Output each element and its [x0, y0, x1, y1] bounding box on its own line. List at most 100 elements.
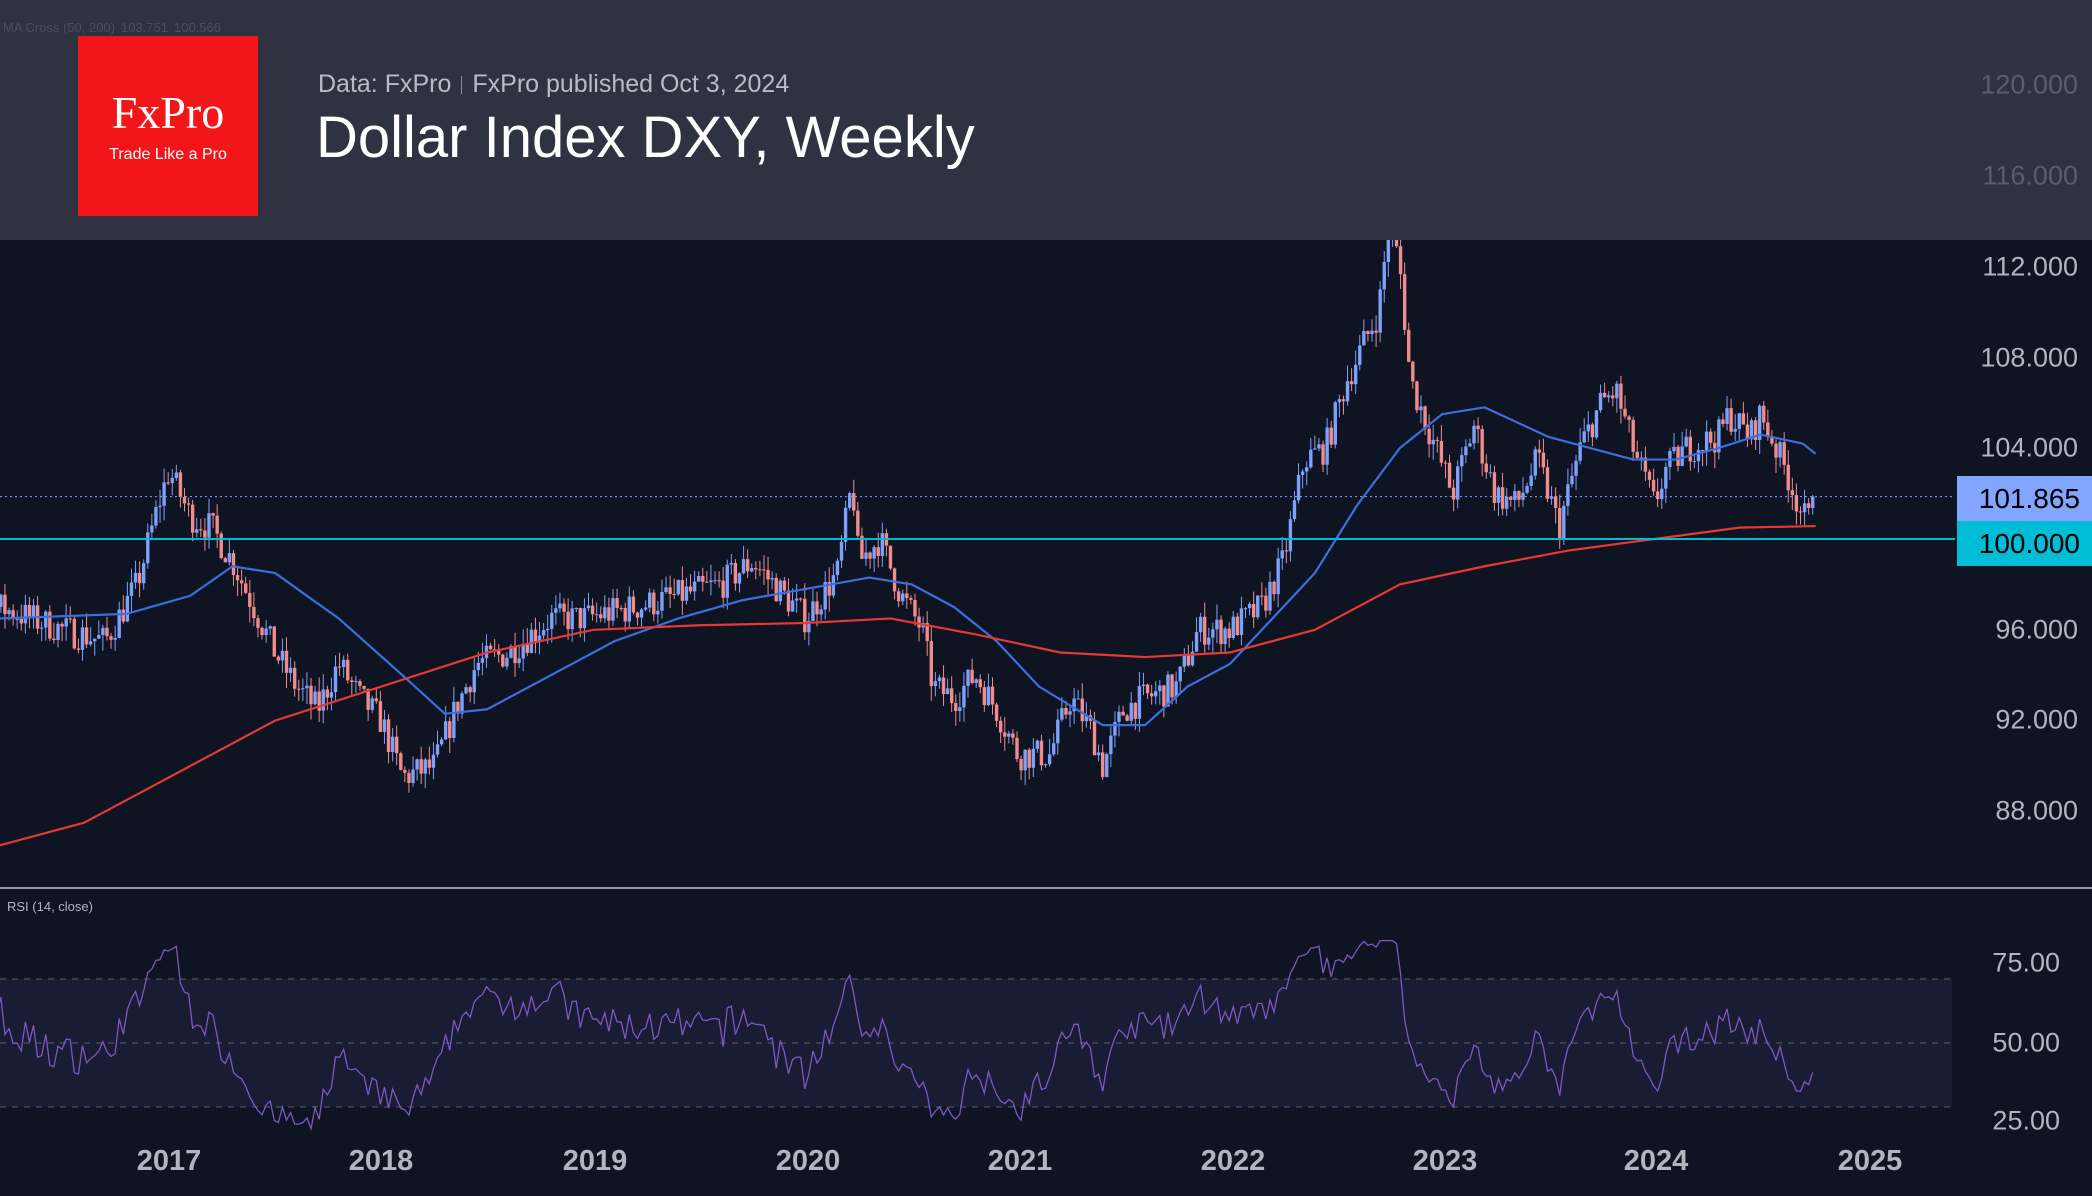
candle-body — [321, 689, 325, 711]
candle-body — [154, 506, 158, 526]
candle-body — [7, 610, 11, 615]
candle-body — [1158, 685, 1162, 692]
candle-body — [1725, 408, 1729, 424]
candle-body — [770, 577, 774, 580]
candle-body — [1105, 754, 1109, 777]
candle-body — [162, 482, 166, 506]
candle-body — [1798, 511, 1803, 513]
candle-body — [158, 505, 162, 507]
candle-body — [1317, 444, 1321, 449]
candle-body — [692, 581, 697, 592]
candle-body — [1635, 451, 1639, 458]
candle-body — [1333, 402, 1337, 445]
candle-body — [1427, 428, 1431, 445]
candle-body — [533, 629, 538, 642]
candle-body — [1578, 442, 1582, 461]
candle-body — [799, 598, 803, 600]
candle-body — [150, 525, 154, 533]
candle-body — [709, 580, 713, 583]
candle-body — [1211, 629, 1215, 638]
candle-body — [166, 482, 170, 484]
candle-body — [1251, 603, 1256, 618]
candle-body — [578, 608, 583, 629]
candle-body — [64, 618, 68, 627]
candle-body — [672, 593, 676, 595]
candle-body — [688, 586, 693, 592]
candle-body — [1149, 693, 1154, 697]
candle-body — [431, 754, 436, 768]
rsi-tick-label: 75.00 — [1992, 947, 2060, 978]
candle-body — [1027, 749, 1031, 768]
candle-body — [590, 605, 595, 615]
candle-body — [1329, 427, 1333, 445]
candle-body — [1704, 431, 1709, 451]
candle-body — [1757, 405, 1762, 440]
y-tick-label: 108.000 — [1980, 342, 2078, 373]
candle-body — [407, 772, 411, 783]
candle-body — [803, 598, 807, 633]
candle-body — [733, 562, 738, 584]
candle-body — [382, 719, 387, 732]
candle-body — [1615, 383, 1619, 399]
candle-body — [794, 598, 799, 601]
candle-body — [341, 659, 346, 667]
candle-body — [937, 677, 942, 682]
candle-body — [109, 636, 113, 640]
candle-body — [574, 608, 578, 609]
candle-body — [497, 650, 501, 655]
candle-body — [195, 529, 199, 533]
candle-body — [696, 575, 701, 582]
candle-body — [456, 701, 460, 714]
candle-body — [1611, 395, 1615, 399]
candle-body — [1631, 419, 1635, 452]
candle-body — [831, 575, 836, 596]
candle-body — [684, 586, 689, 601]
candle-body — [1072, 698, 1076, 712]
ma-cross-legend: MA Cross (50, 200) 103.751 100.566 — [3, 20, 227, 35]
candle-body — [896, 591, 901, 602]
candle-body — [1015, 737, 1019, 759]
candle-body — [244, 583, 248, 593]
candle-body — [1582, 431, 1586, 443]
candle-body — [1415, 381, 1419, 411]
candle-body — [1558, 508, 1562, 539]
candle-body — [1349, 381, 1354, 385]
candle-body — [227, 553, 232, 563]
candle-body — [1721, 419, 1725, 424]
candle-body — [876, 547, 880, 556]
candle-body — [276, 656, 281, 661]
candle-body — [758, 569, 762, 571]
candle-body — [1109, 735, 1113, 755]
candle-body — [505, 657, 509, 667]
candle-body — [1533, 449, 1537, 476]
candle-body — [933, 681, 938, 687]
candle-body — [586, 605, 591, 609]
candle-body — [199, 529, 203, 531]
candle-body — [603, 607, 607, 619]
candle-body — [390, 736, 395, 753]
candle-body — [954, 703, 958, 711]
x-tick-label: 2017 — [136, 1145, 202, 1177]
candle-body — [713, 580, 717, 582]
candle-body — [1227, 628, 1231, 639]
candle-body — [411, 769, 415, 783]
candle-body — [1292, 500, 1297, 520]
candle-body — [1182, 655, 1186, 667]
candle-body — [566, 611, 570, 630]
candle-body — [101, 627, 105, 636]
candle-body — [615, 598, 619, 608]
header-banner: MA Cross (50, 200) 103.751 100.566 FxPro T… — [0, 0, 2092, 240]
candle-body — [1223, 628, 1227, 645]
candle-body — [1627, 416, 1631, 420]
candle-body — [680, 580, 685, 601]
candle-body — [1423, 406, 1427, 429]
candle-body — [827, 581, 831, 596]
candle-body — [839, 541, 844, 561]
candle-body — [190, 504, 195, 533]
candle-body — [1056, 719, 1060, 744]
candle-body — [350, 680, 354, 682]
x-tick-label: 2022 — [1200, 1145, 1266, 1177]
candle-body — [1476, 425, 1480, 430]
candle-body — [1762, 405, 1766, 423]
